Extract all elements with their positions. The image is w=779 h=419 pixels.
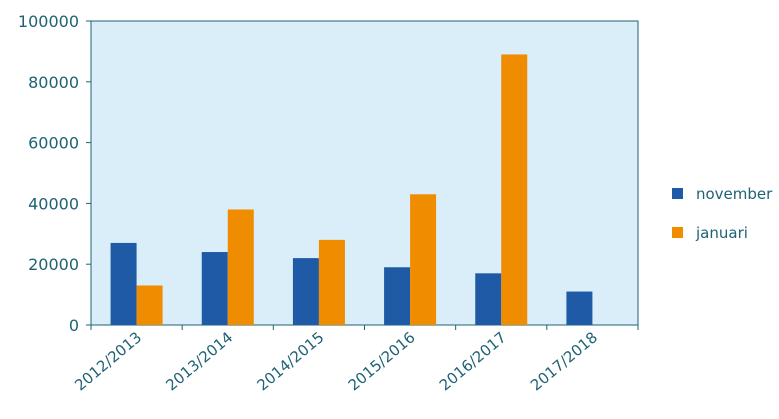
y-tick-label: 80000 <box>28 73 79 92</box>
bar-november-2014-2015 <box>292 258 319 325</box>
y-tick-label: 0 <box>69 316 79 335</box>
bars <box>110 54 593 325</box>
legend-label-november: november <box>696 185 773 203</box>
legend-swatch-november <box>672 188 683 199</box>
bar-januari-2015-2016 <box>410 194 437 325</box>
y-tick-label: 60000 <box>28 134 79 153</box>
x-tick-label: 2012/2013 <box>71 328 145 394</box>
bar-november-2015-2016 <box>384 267 411 325</box>
bar-november-2013-2014 <box>201 252 228 325</box>
bar-januari-2014-2015 <box>318 239 345 325</box>
x-axis: 2012/2013 2013/2014 2014/2015 2015/2016 2016… <box>71 324 639 394</box>
bar-november-2017-2018 <box>566 291 593 325</box>
x-tick-label: 2016/2017 <box>436 328 510 394</box>
legend-swatch-januari <box>672 227 683 238</box>
plot-area <box>90 20 639 326</box>
x-tick-label: 2013/2014 <box>162 328 236 394</box>
bar-november-2016-2017 <box>475 273 502 325</box>
bar-januari-2016-2017 <box>501 54 528 325</box>
bar-januari-2012-2013 <box>136 285 163 325</box>
y-tick-label: 100000 <box>18 12 79 31</box>
legend-label-januari: januari <box>695 224 748 242</box>
legend: november januari <box>672 185 773 242</box>
x-tick-label: 2014/2015 <box>254 328 328 394</box>
y-axis: 0 20000 40000 60000 80000 100000 <box>18 12 92 335</box>
x-tick-label: 2017/2018 <box>527 328 601 394</box>
y-tick-label: 20000 <box>28 255 79 274</box>
y-tick-label: 40000 <box>28 194 79 213</box>
x-tick-label: 2015/2016 <box>345 328 419 394</box>
bar-november-2012-2013 <box>110 242 137 325</box>
bar-januari-2013-2014 <box>227 209 254 325</box>
